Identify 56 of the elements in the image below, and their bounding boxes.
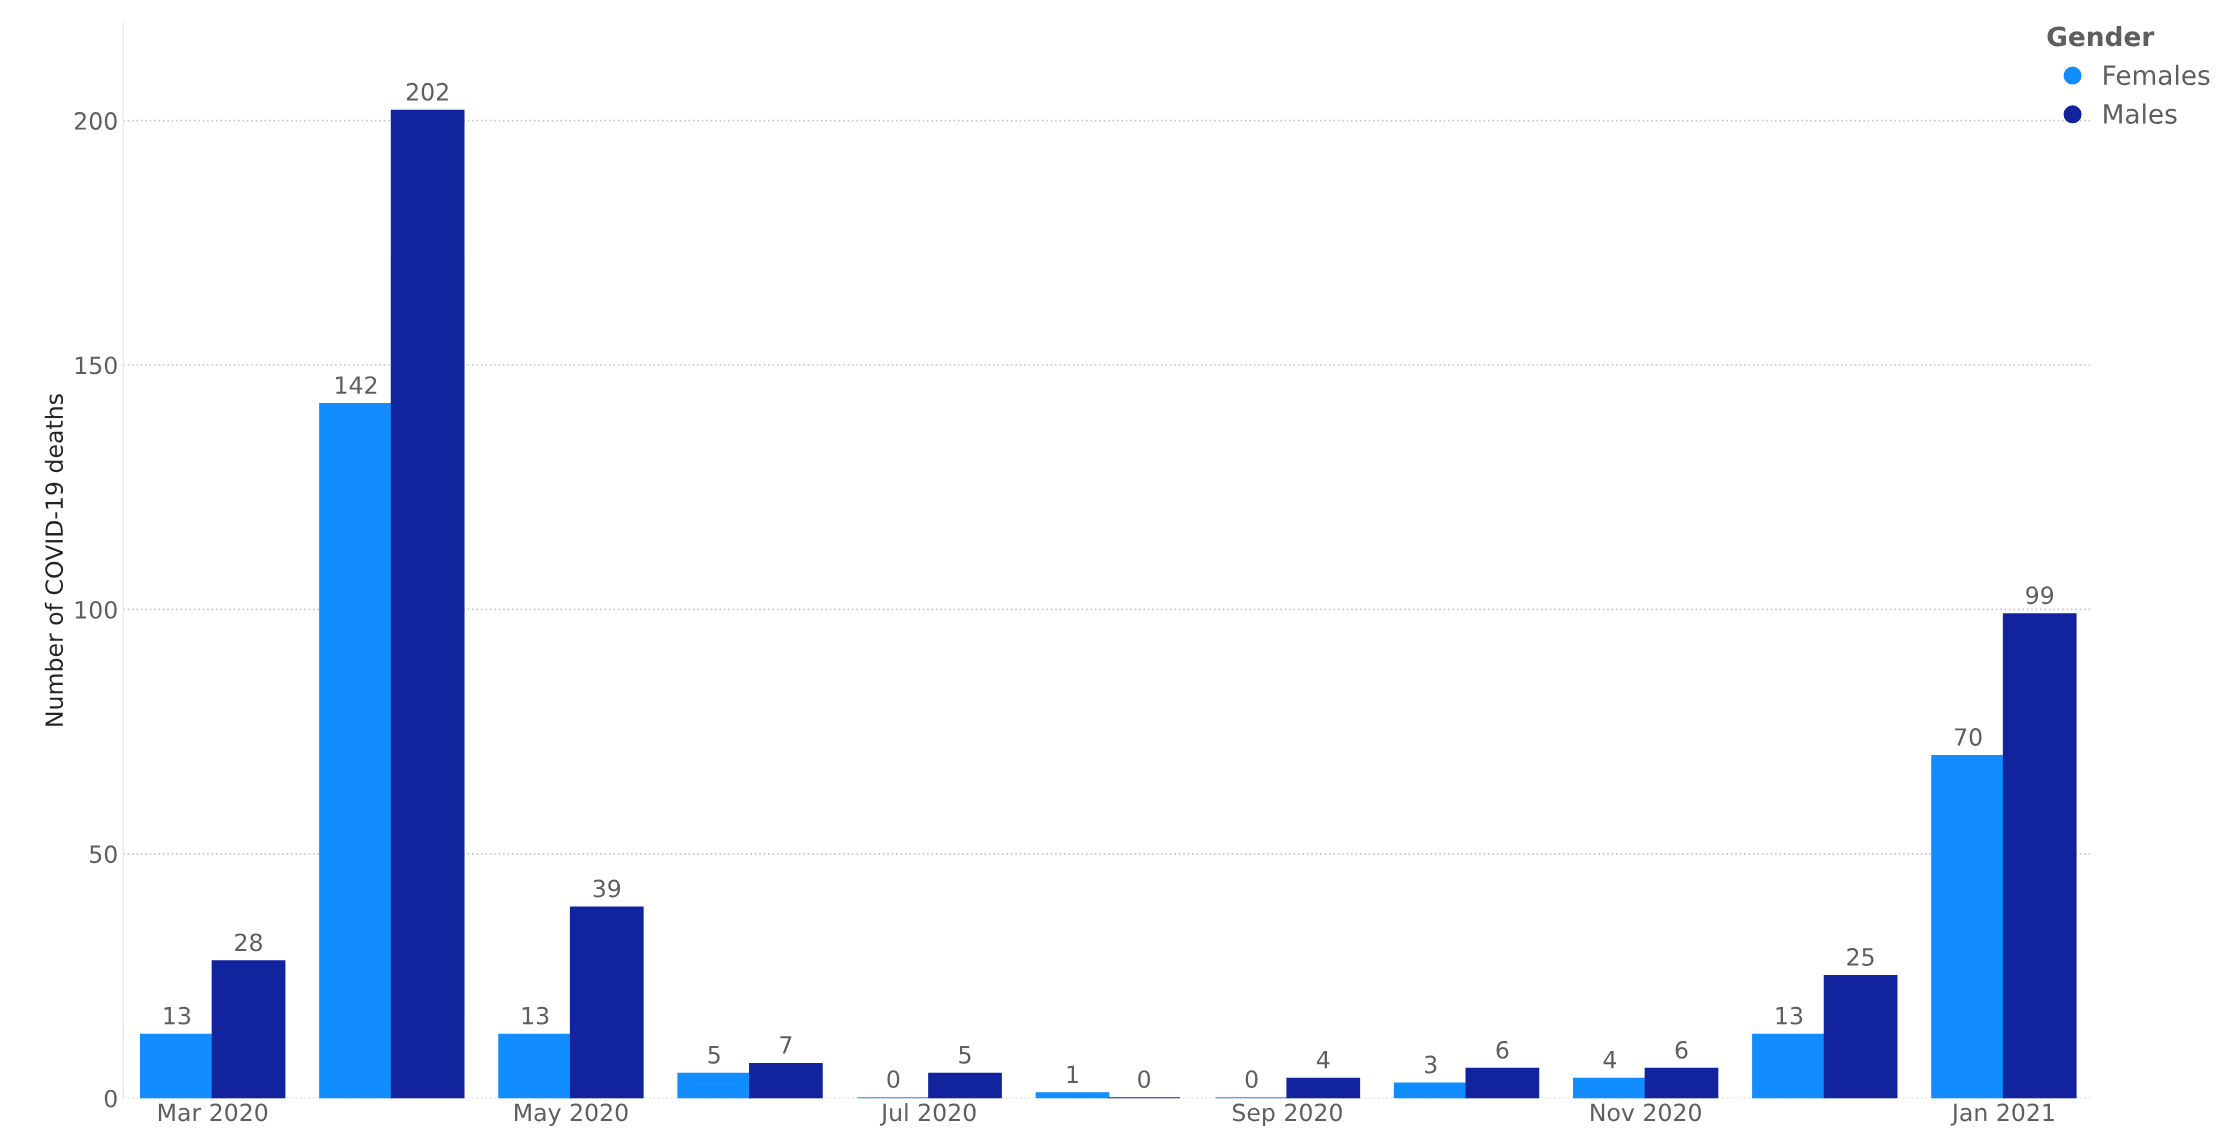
bar [749, 1062, 823, 1099]
data-label: 13 [522, 1006, 549, 1025]
bar [1393, 1082, 1468, 1099]
bar [498, 1033, 572, 1099]
data-label: 0 [1245, 1070, 1258, 1089]
data-label: 6 [1496, 1040, 1509, 1059]
bar [1752, 1033, 1826, 1099]
data-label: 70 [1955, 728, 1982, 746]
bar [1286, 1077, 1361, 1099]
y-tick-label: 50 [90, 845, 117, 864]
data-label: 202 [406, 82, 448, 101]
legend-label: Females [2104, 64, 2210, 86]
data-label: 6 [1675, 1040, 1688, 1059]
data-label: 13 [1776, 1006, 1803, 1025]
data-label: 4 [1316, 1051, 1330, 1069]
x-tick-label: Jan 2021 [1950, 1103, 2054, 1126]
y-tick-label: 0 [104, 1089, 117, 1108]
data-label: 39 [593, 879, 621, 898]
x-tick-label: Sep 2020 [1232, 1103, 1342, 1126]
data-label: 5 [708, 1046, 720, 1064]
x-tick-label: May 2020 [515, 1103, 628, 1126]
data-label: 4 [1603, 1051, 1617, 1069]
data-label: 7 [780, 1036, 792, 1054]
data-label: 99 [2026, 586, 2054, 605]
bar [2002, 613, 2077, 1099]
data-label: 28 [235, 933, 262, 952]
bar [677, 1072, 752, 1099]
legend-label: Males [2104, 103, 2177, 124]
data-label: 0 [887, 1070, 900, 1089]
bar [1035, 1092, 1110, 1099]
data-label: 5 [959, 1046, 971, 1064]
legend-title: Gender [2047, 26, 2155, 47]
bar [390, 109, 465, 1099]
x-tick-label: Mar 2020 [158, 1103, 268, 1122]
bar [1465, 1067, 1540, 1099]
bar [211, 960, 286, 1099]
bar [319, 403, 393, 1099]
data-label: 3 [1425, 1055, 1437, 1074]
data-label: 142 [336, 376, 377, 394]
bar [140, 1033, 214, 1099]
y-axis-title: Number of COVID-19 deaths [44, 394, 64, 726]
bar [1644, 1067, 1719, 1099]
bar [928, 1072, 1002, 1099]
y-tick-label: 150 [75, 356, 117, 375]
x-tick-label: Nov 2020 [1591, 1103, 1701, 1122]
x-tick-label: Jul 2020 [879, 1103, 976, 1126]
y-tick-label: 100 [75, 600, 117, 619]
bar [1931, 755, 2005, 1099]
data-label: 13 [164, 1006, 191, 1025]
bar [1572, 1077, 1647, 1099]
data-label: 0 [1138, 1070, 1151, 1089]
bar [1823, 975, 1898, 1099]
y-tick-label: 200 [74, 112, 117, 130]
bar [569, 906, 644, 1099]
data-label: 25 [1847, 948, 1874, 966]
data-label: 1 [1067, 1065, 1078, 1083]
